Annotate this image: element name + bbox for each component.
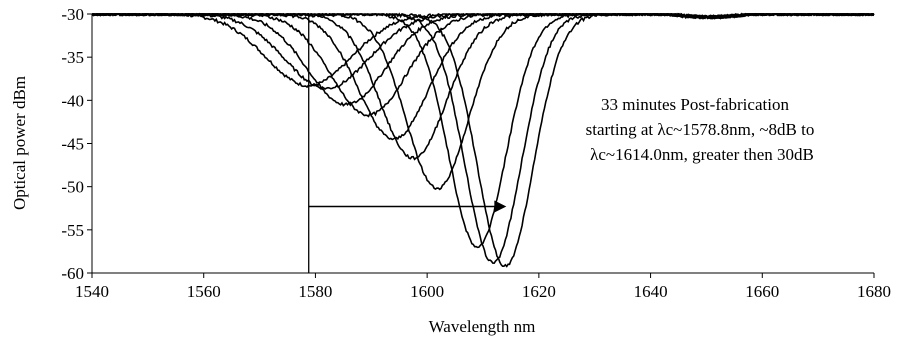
annotation: 33 minutes Post-fabrication starting at λ… [308,14,815,273]
tick-labels: 1540 1560 1580 1600 1620 1640 1660 1680 -30 -35 -4… [61,5,891,301]
shift-arrow-head [494,200,507,213]
series-curve [91,12,875,89]
y-tick-label: -35 [61,48,84,67]
y-tick-label: -50 [61,178,84,197]
y-tick-label: -30 [61,5,84,24]
x-tick-label: 1660 [745,282,779,301]
series-curves [91,12,875,268]
series-curve [91,12,875,268]
x-tick-label: 1620 [522,282,556,301]
y-tick-label: -60 [61,264,84,283]
x-tick-label: 1580 [298,282,332,301]
series-curve [91,12,875,107]
x-tick-label: 1640 [634,282,668,301]
x-tick-label: 1680 [857,282,891,301]
annotation-line: λc~1614.0nm, greater then 30dB [590,145,814,164]
x-tick-label: 1540 [75,282,109,301]
x-axis-title: Wavelength nm [429,317,536,336]
x-tick-label: 1560 [187,282,221,301]
annotation-line: starting at λc~1578.8nm, ~8dB to [586,120,815,139]
axes [87,13,875,278]
y-tick-label: -40 [61,91,84,110]
y-tick-label: -45 [61,135,84,154]
y-tick-label: -55 [61,221,84,240]
y-axis-title: Optical power dBm [10,76,29,210]
annotation-line: 33 minutes Post-fabrication [601,95,789,114]
x-tick-label: 1600 [410,282,444,301]
series-curve [91,12,874,91]
